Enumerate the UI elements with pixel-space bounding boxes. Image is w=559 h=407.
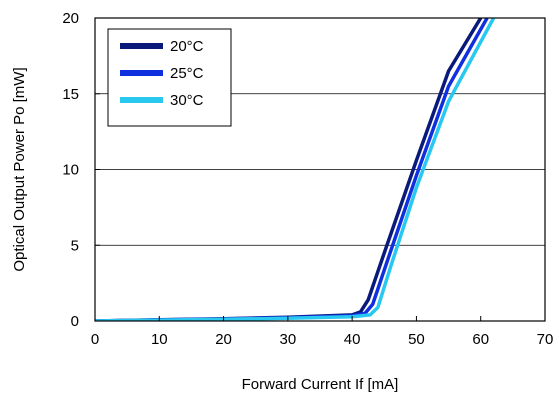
x-axis-label: Forward Current If [mA] (242, 376, 399, 393)
y-axis-label: Optical Output Power Po [mW] (11, 67, 28, 271)
legend-label-0: 20°C (170, 38, 204, 55)
x-tick-label-1: 10 (151, 331, 168, 348)
series-line-2 (95, 18, 496, 321)
y-tick-label-4: 20 (62, 10, 79, 27)
y-tick-label-1: 5 (71, 237, 79, 254)
series-lines (95, 18, 496, 321)
x-tick-label-2: 20 (215, 331, 232, 348)
y-axis-ticks: 0 5 10 15 20 (62, 10, 100, 330)
x-tick-label-0: 0 (91, 331, 99, 348)
legend: 20°C 25°C 30°C (107, 28, 232, 127)
legend-label-2: 30°C (170, 92, 204, 109)
x-tick-label-3: 30 (280, 331, 297, 348)
x-tick-label-6: 60 (472, 331, 489, 348)
x-tick-label-7: 70 (537, 331, 554, 348)
y-tick-label-3: 15 (62, 86, 79, 103)
x-tick-label-5: 50 (408, 331, 425, 348)
y-tick-label-2: 10 (62, 162, 79, 179)
y-tick-label-0: 0 (71, 313, 79, 330)
legend-label-1: 25°C (170, 65, 204, 82)
x-axis-ticks: 0 10 20 30 40 50 60 70 (91, 316, 554, 348)
x-tick-label-4: 40 (344, 331, 361, 348)
